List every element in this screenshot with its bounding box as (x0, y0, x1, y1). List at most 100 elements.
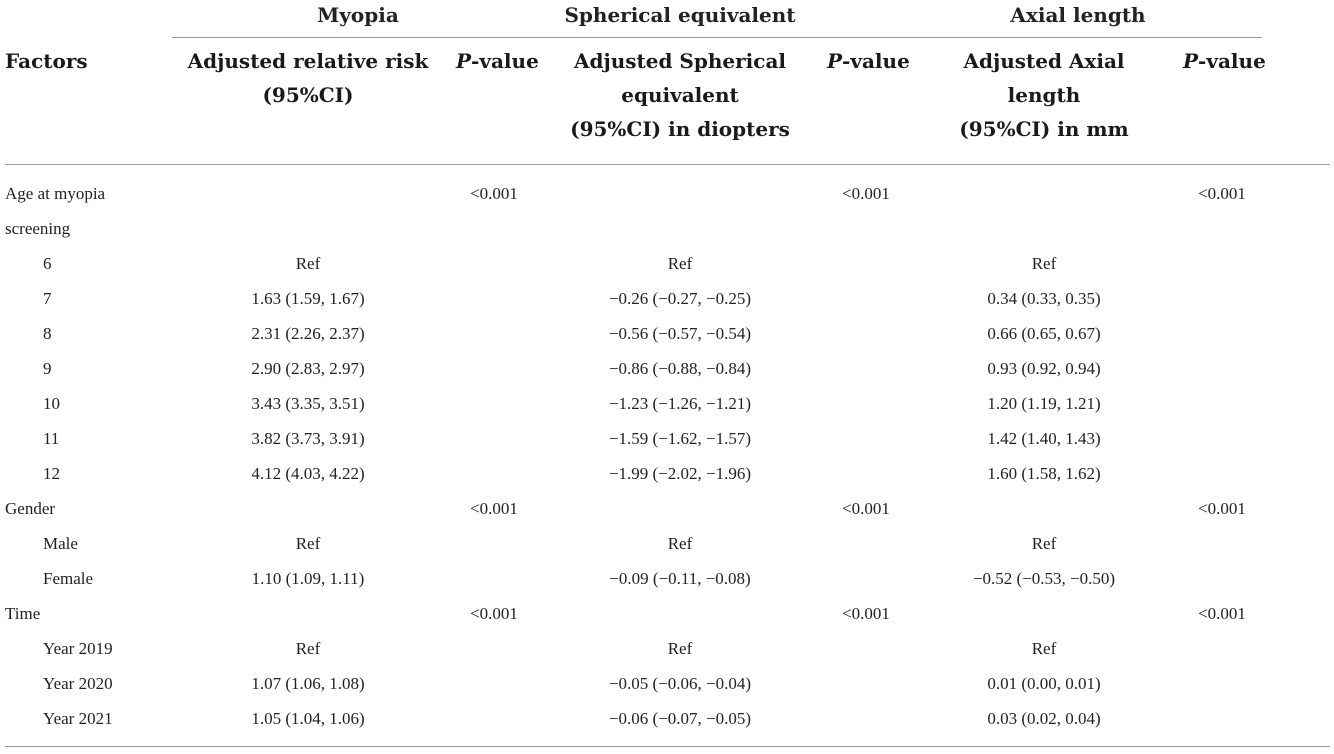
p-value-se-cell (822, 351, 910, 386)
p-rest: -value (1198, 49, 1266, 73)
adjusted-spherical-equivalent-cell (555, 596, 805, 631)
adjusted-axial-length-cell: Ref (1031, 639, 1057, 658)
header-al-line1: Adjusted Axial length (963, 49, 1125, 107)
adjusted-relative-risk-cell: Ref (295, 254, 321, 273)
factor-cell: 8 (43, 324, 52, 343)
p-value-axial-cell (1178, 421, 1266, 456)
factor-cell: Age at myopia (5, 184, 106, 203)
adjusted-spherical-equivalent-cell: −1.23 (−1.26, −1.21) (608, 394, 752, 413)
adjusted-spherical-equivalent-cell: −0.56 (−0.57, −0.54) (608, 324, 752, 343)
p-value-se-cell (822, 246, 910, 281)
p-value-se-cell (822, 456, 910, 491)
p-value-se-cell (822, 211, 910, 246)
adjusted-axial-length-cell: −0.52 (−0.53, −0.50) (972, 569, 1116, 588)
header-al-line2: (95%CI) in mm (959, 117, 1129, 141)
factor-cell: 11 (43, 429, 60, 448)
p-value-se-cell (822, 631, 910, 666)
factor-cell: Female (43, 569, 94, 588)
p-value-myopia-cell (450, 246, 538, 281)
p-value-myopia-cell (450, 351, 538, 386)
adjusted-spherical-equivalent-cell (555, 211, 805, 246)
adjusted-axial-length-cell (924, 596, 1164, 631)
adjusted-relative-risk-cell: 3.43 (3.35, 3.51) (251, 394, 365, 413)
adjusted-relative-risk-cell: 1.10 (1.09, 1.11) (251, 569, 365, 588)
factor-cell: 10 (43, 394, 60, 413)
header-bottom-rule (5, 164, 1330, 165)
p-value-myopia-cell: <0.001 (470, 184, 518, 203)
p-value-myopia-cell: <0.001 (470, 604, 518, 623)
p-value-myopia-cell (450, 211, 538, 246)
p-value-axial-cell (1178, 456, 1266, 491)
p-value-axial-cell (1178, 281, 1266, 316)
adjusted-relative-risk-cell: 2.90 (2.83, 2.97) (251, 359, 365, 378)
factor-cell: Gender (5, 499, 56, 518)
adjusted-relative-risk-cell (180, 176, 436, 211)
adjusted-spherical-equivalent-cell: Ref (667, 639, 693, 658)
adjusted-axial-length-cell: Ref (1031, 534, 1057, 553)
adjusted-axial-length-cell: 0.66 (0.65, 0.67) (987, 324, 1101, 343)
p-value-myopia-cell (450, 701, 538, 736)
adjusted-spherical-equivalent-cell: −0.06 (−0.07, −0.05) (608, 709, 752, 728)
p-value-se-cell (822, 666, 910, 701)
header-rr-line2: (95%CI) (262, 83, 354, 107)
p-italic: P (456, 49, 472, 73)
group-header-myopia: Myopia (317, 3, 399, 27)
header-se-line3: (95%CI) in diopters (570, 117, 790, 141)
adjusted-axial-length-cell: 0.01 (0.00, 0.01) (987, 674, 1101, 693)
factor-cell: Year 2021 (43, 709, 113, 728)
factor-cell: Time (5, 604, 41, 623)
adjusted-relative-risk-cell: Ref (295, 534, 321, 553)
p-value-se-cell (822, 701, 910, 736)
p-value-myopia-cell (450, 526, 538, 561)
header-factors: Factors (5, 49, 88, 73)
group-header-axial-length: Axial length (1010, 3, 1146, 27)
factor-cell: 9 (43, 359, 52, 378)
header-adjusted-spherical-equivalent: Adjusted Spherical equivalent (95%CI) in… (555, 44, 805, 146)
p-value-axial-cell: <0.001 (1198, 184, 1246, 203)
header-p-value-se: P-value (827, 44, 910, 78)
adjusted-spherical-equivalent-cell: −0.86 (−0.88, −0.84) (608, 359, 752, 378)
adjusted-spherical-equivalent-cell: −0.09 (−0.11, −0.08) (609, 569, 751, 588)
factor-cell: 12 (43, 464, 60, 483)
p-value-myopia-cell: <0.001 (470, 499, 518, 518)
adjusted-axial-length-cell (924, 211, 1164, 246)
factor-cell: Male (43, 534, 78, 553)
adjusted-relative-risk-cell: 3.82 (3.73, 3.91) (251, 429, 365, 448)
adjusted-relative-risk-cell (180, 491, 436, 526)
adjusted-axial-length-cell: Ref (1031, 254, 1057, 273)
p-value-myopia-cell (450, 421, 538, 456)
p-value-axial-cell (1178, 351, 1266, 386)
adjusted-axial-length-cell: 1.60 (1.58, 1.62) (987, 464, 1101, 483)
factor-cell: screening (5, 219, 71, 238)
header-p-value-myopia: P-value (456, 44, 539, 78)
adjusted-relative-risk-cell: 1.05 (1.04, 1.06) (251, 709, 365, 728)
p-value-axial-cell (1178, 246, 1266, 281)
p-value-se-cell: <0.001 (842, 499, 890, 518)
header-p-value-axial: P-value (1183, 44, 1266, 78)
p-value-axial-cell (1178, 211, 1266, 246)
adjusted-relative-risk-cell: 1.07 (1.06, 1.08) (251, 674, 365, 693)
table-bottom-rule (5, 746, 1330, 747)
adjusted-relative-risk-cell: 4.12 (4.03, 4.22) (251, 464, 365, 483)
p-value-myopia-cell (450, 666, 538, 701)
adjusted-axial-length-cell (924, 176, 1164, 211)
adjusted-relative-risk-cell: 1.63 (1.59, 1.67) (251, 289, 365, 308)
p-value-axial-cell (1178, 316, 1266, 351)
p-italic: P (827, 49, 843, 73)
adjusted-spherical-equivalent-cell: −1.99 (−2.02, −1.96) (608, 464, 752, 483)
factor-cell: 6 (43, 254, 52, 273)
p-value-axial-cell (1178, 701, 1266, 736)
adjusted-spherical-equivalent-cell (555, 176, 805, 211)
group-underline (172, 37, 1262, 38)
adjusted-axial-length-cell: 1.42 (1.40, 1.43) (987, 429, 1101, 448)
p-value-axial-cell: <0.001 (1198, 499, 1246, 518)
adjusted-axial-length-cell (924, 491, 1164, 526)
adjusted-axial-length-cell: 0.34 (0.33, 0.35) (987, 289, 1101, 308)
p-value-se-cell: <0.001 (842, 184, 890, 203)
adjusted-relative-risk-cell: Ref (295, 639, 321, 658)
adjusted-axial-length-cell: 0.93 (0.92, 0.94) (987, 359, 1101, 378)
factor-cell: Year 2019 (43, 639, 113, 658)
factor-cell: 7 (43, 289, 52, 308)
adjusted-spherical-equivalent-cell: Ref (667, 254, 693, 273)
adjusted-spherical-equivalent-cell: −1.59 (−1.62, −1.57) (608, 429, 752, 448)
